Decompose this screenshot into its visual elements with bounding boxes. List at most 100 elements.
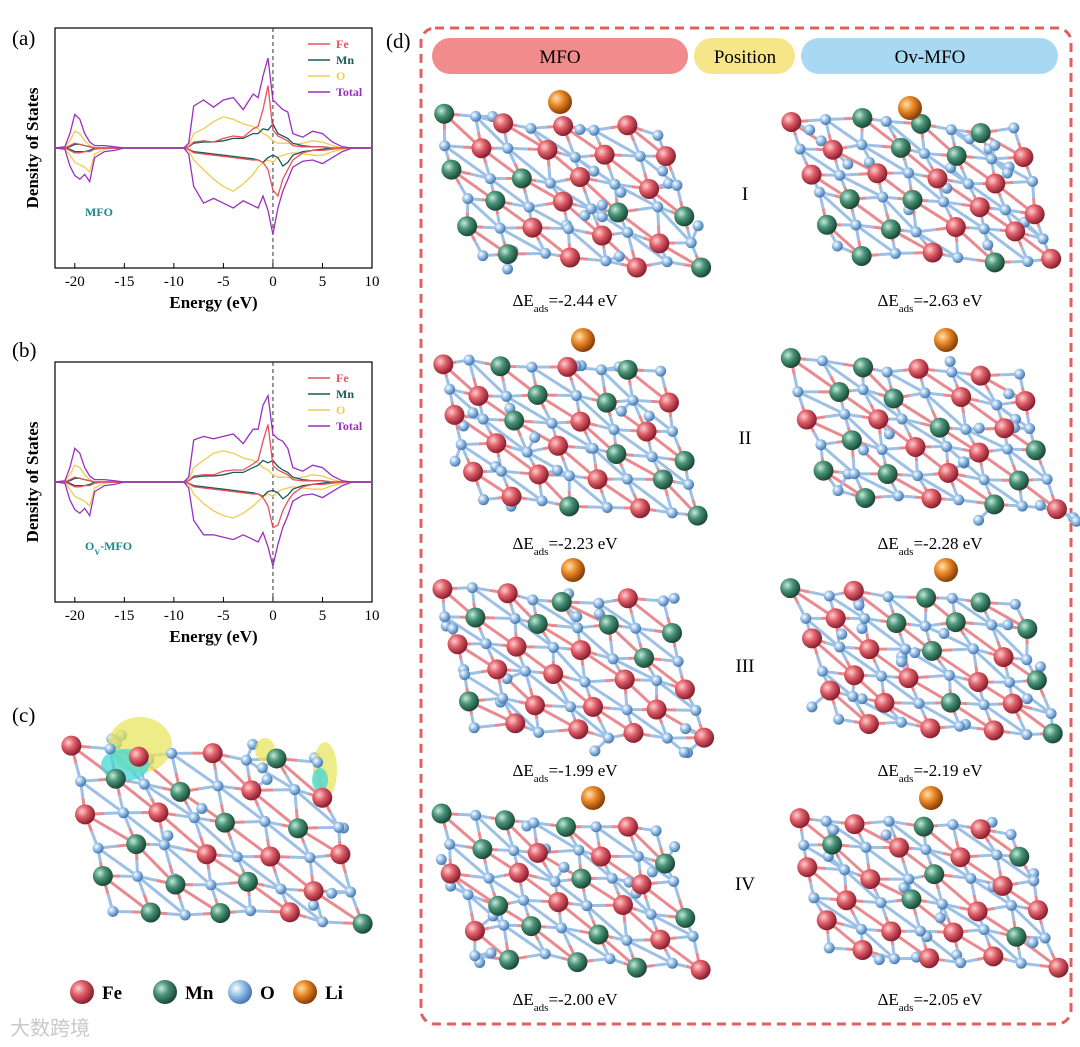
atom bbox=[674, 679, 695, 700]
atom bbox=[921, 640, 942, 661]
atom bbox=[896, 413, 908, 425]
crystal-structure bbox=[780, 558, 1063, 744]
atom bbox=[973, 514, 985, 526]
atom bbox=[623, 722, 644, 743]
atom bbox=[914, 925, 926, 937]
atom bbox=[509, 612, 521, 624]
y-axis-label: Density of States bbox=[23, 421, 42, 542]
atom bbox=[921, 488, 942, 509]
atom bbox=[919, 948, 940, 969]
atom bbox=[668, 592, 680, 604]
dos-line bbox=[54, 57, 372, 149]
atom-li bbox=[934, 328, 958, 352]
atom bbox=[621, 704, 633, 716]
atom bbox=[333, 821, 345, 833]
atom bbox=[651, 675, 663, 687]
atom bbox=[240, 754, 252, 766]
atom bbox=[521, 916, 542, 937]
atom bbox=[559, 496, 580, 517]
atom bbox=[903, 873, 915, 885]
atom bbox=[1003, 388, 1015, 400]
atom bbox=[569, 151, 581, 163]
atom bbox=[958, 456, 970, 468]
atom bbox=[984, 252, 1005, 273]
atom bbox=[991, 849, 1003, 861]
x-axis-label: Energy (eV) bbox=[169, 293, 257, 312]
atom bbox=[924, 864, 945, 885]
atom bbox=[553, 115, 574, 136]
atom bbox=[303, 881, 324, 902]
atom bbox=[1008, 470, 1029, 491]
atom bbox=[92, 842, 104, 854]
atom bbox=[261, 774, 273, 786]
atom bbox=[883, 428, 895, 440]
atom bbox=[614, 669, 635, 690]
atom bbox=[1046, 499, 1067, 520]
atom bbox=[289, 784, 301, 796]
atom bbox=[589, 745, 601, 757]
atom bbox=[463, 461, 484, 482]
atom bbox=[630, 622, 642, 634]
atom bbox=[583, 696, 604, 717]
atom-li bbox=[581, 786, 605, 810]
atom bbox=[983, 720, 1004, 741]
atom bbox=[960, 423, 972, 435]
energy-value: =-1.99 eV bbox=[548, 761, 618, 780]
atom bbox=[462, 889, 474, 901]
atom bbox=[462, 193, 474, 205]
atom bbox=[439, 140, 451, 152]
atom bbox=[986, 619, 998, 631]
atom bbox=[843, 580, 864, 601]
position-label: I bbox=[742, 184, 748, 205]
atom bbox=[918, 148, 930, 160]
dos-line bbox=[55, 147, 372, 198]
atom bbox=[652, 469, 673, 490]
atom bbox=[618, 816, 639, 837]
atom bbox=[985, 173, 1006, 194]
atom bbox=[469, 950, 481, 962]
energy-label: ΔEads=-2.05 eV bbox=[877, 990, 983, 1014]
atom bbox=[202, 743, 223, 764]
atom bbox=[579, 676, 591, 688]
atom bbox=[667, 425, 679, 437]
legend-label: O bbox=[336, 403, 345, 417]
atom bbox=[655, 853, 676, 874]
energy-sub: ads bbox=[899, 303, 914, 315]
x-tick-label: 5 bbox=[319, 274, 327, 290]
atom bbox=[852, 107, 873, 128]
atom bbox=[470, 110, 482, 122]
atom bbox=[860, 869, 881, 890]
atom bbox=[617, 588, 638, 609]
x-tick-label: -20 bbox=[65, 274, 85, 290]
atom bbox=[75, 775, 87, 787]
atom bbox=[447, 634, 468, 655]
header-label: MFO bbox=[539, 47, 580, 68]
atom bbox=[955, 957, 967, 969]
atom bbox=[880, 219, 901, 240]
atom bbox=[527, 842, 548, 863]
atom bbox=[962, 178, 974, 190]
atom bbox=[947, 819, 959, 831]
atom bbox=[606, 872, 618, 884]
atom bbox=[991, 399, 1003, 411]
x-tick-label: -15 bbox=[114, 274, 134, 290]
atom bbox=[1024, 204, 1045, 225]
atom bbox=[488, 895, 509, 916]
atom bbox=[434, 103, 455, 124]
atom bbox=[502, 263, 514, 275]
atom bbox=[841, 430, 862, 451]
atom bbox=[815, 439, 827, 451]
legend-atom bbox=[70, 980, 94, 1004]
atom bbox=[983, 946, 1004, 967]
atom bbox=[431, 803, 452, 824]
atom bbox=[658, 392, 679, 413]
annotation-part: O bbox=[85, 539, 94, 553]
atom bbox=[455, 439, 467, 451]
atom bbox=[993, 647, 1014, 668]
atom bbox=[466, 582, 478, 594]
atom bbox=[999, 204, 1011, 216]
atom bbox=[905, 436, 926, 457]
atom bbox=[524, 695, 545, 716]
atom bbox=[816, 214, 837, 235]
atom-li bbox=[548, 90, 572, 114]
